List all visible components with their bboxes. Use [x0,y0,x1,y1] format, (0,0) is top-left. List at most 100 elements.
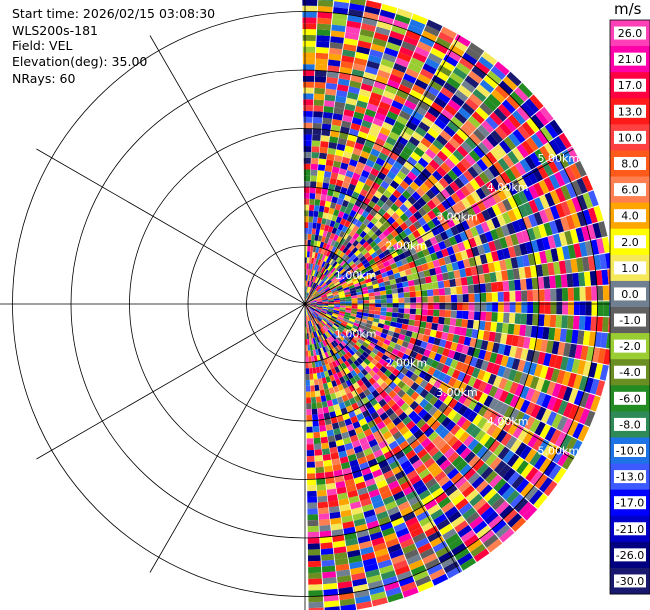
velocity-gate [326,280,333,286]
velocity-gate [321,295,328,299]
colorbar-label-bg [614,104,646,118]
velocity-gate [306,455,315,462]
velocity-gate [341,156,351,165]
velocity-gate [387,592,404,603]
velocity-gate [457,404,468,416]
velocity-gate [522,254,530,267]
velocity-gate [565,182,577,199]
velocity-gate [328,251,334,259]
velocity-gate [582,192,594,209]
velocity-gate [491,363,501,376]
velocity-gate [462,373,472,385]
velocity-gate [360,344,367,352]
velocity-gates [302,0,616,610]
velocity-gate [390,203,400,212]
velocity-gate [364,348,372,355]
velocity-gate [327,189,334,197]
velocity-gate [549,189,561,205]
velocity-gate [562,245,571,260]
azimuth-spoke [36,148,306,305]
velocity-gate [310,338,314,345]
velocity-gate [441,501,455,514]
velocity-gate [459,327,467,337]
velocity-gate [361,368,369,377]
velocity-gate [502,467,516,482]
velocity-gate [336,396,344,404]
velocity-gate [584,410,596,427]
velocity-gate [337,266,344,273]
velocity-gate [307,239,311,246]
velocity-gate [337,223,344,231]
velocity-gate [435,192,446,203]
velocity-gate [368,186,377,196]
velocity-gate [313,379,319,386]
velocity-gate [471,214,481,226]
velocity-gate [443,125,456,138]
velocity-gate [315,258,319,265]
velocity-gate [318,314,324,320]
velocity-gate [381,343,389,350]
velocity-gate [307,315,310,322]
velocity-gate [342,318,349,323]
velocity-gate [450,286,457,295]
velocity-gate [421,30,438,42]
velocity-gate [441,248,450,258]
velocity-gate [338,132,349,140]
velocity-gate [594,363,604,380]
velocity-gate [318,419,326,427]
velocity-gate [451,439,463,452]
velocity-gate [391,146,402,156]
velocity-gate [328,300,335,303]
velocity-gate [476,158,488,172]
velocity-gate [308,560,322,568]
velocity-gate [400,460,412,471]
velocity-gate [572,315,580,330]
velocity-gate [487,410,499,423]
velocity-gate [374,190,383,199]
colorbar-label: -10.0 [616,445,644,458]
velocity-gate [341,381,349,390]
velocity-gate [357,327,365,333]
velocity-gate [471,111,485,125]
velocity-gate [546,381,557,396]
velocity-gate [521,121,535,137]
velocity-gate [525,388,536,402]
velocity-gate [382,260,391,268]
velocity-gate [481,209,492,221]
velocity-gate [368,248,376,256]
velocity-gate [551,341,560,355]
velocity-gate [305,362,309,369]
velocity-gate [380,294,387,300]
velocity-gate [565,437,578,453]
velocity-gate [486,341,495,352]
velocity-gate [305,374,310,381]
velocity-gate [339,376,346,384]
velocity-gate [438,428,450,439]
velocity-gate [446,467,460,480]
velocity-gate [376,369,384,378]
velocity-gate [327,494,338,502]
velocity-gate [423,178,435,189]
velocity-gate [400,257,409,266]
velocity-gate [312,312,318,317]
velocity-gate [473,401,484,414]
velocity-gate [357,309,364,313]
velocity-gate [346,358,354,365]
velocity-gate [315,58,328,66]
velocity-gate [509,302,516,313]
velocity-gate [370,217,379,225]
velocity-gate [351,506,363,516]
velocity-gate [344,442,354,451]
velocity-gate [319,290,325,295]
velocity-gate [321,129,331,137]
velocity-gate [396,350,405,359]
velocity-gate [551,413,563,429]
velocity-gate [396,8,413,19]
velocity-gate [544,207,555,222]
velocity-gate [337,357,344,365]
velocity-gate [323,325,329,332]
velocity-gate [480,466,494,480]
velocity-gate [316,305,323,308]
velocity-gate [316,41,330,48]
velocity-gate [350,566,365,576]
